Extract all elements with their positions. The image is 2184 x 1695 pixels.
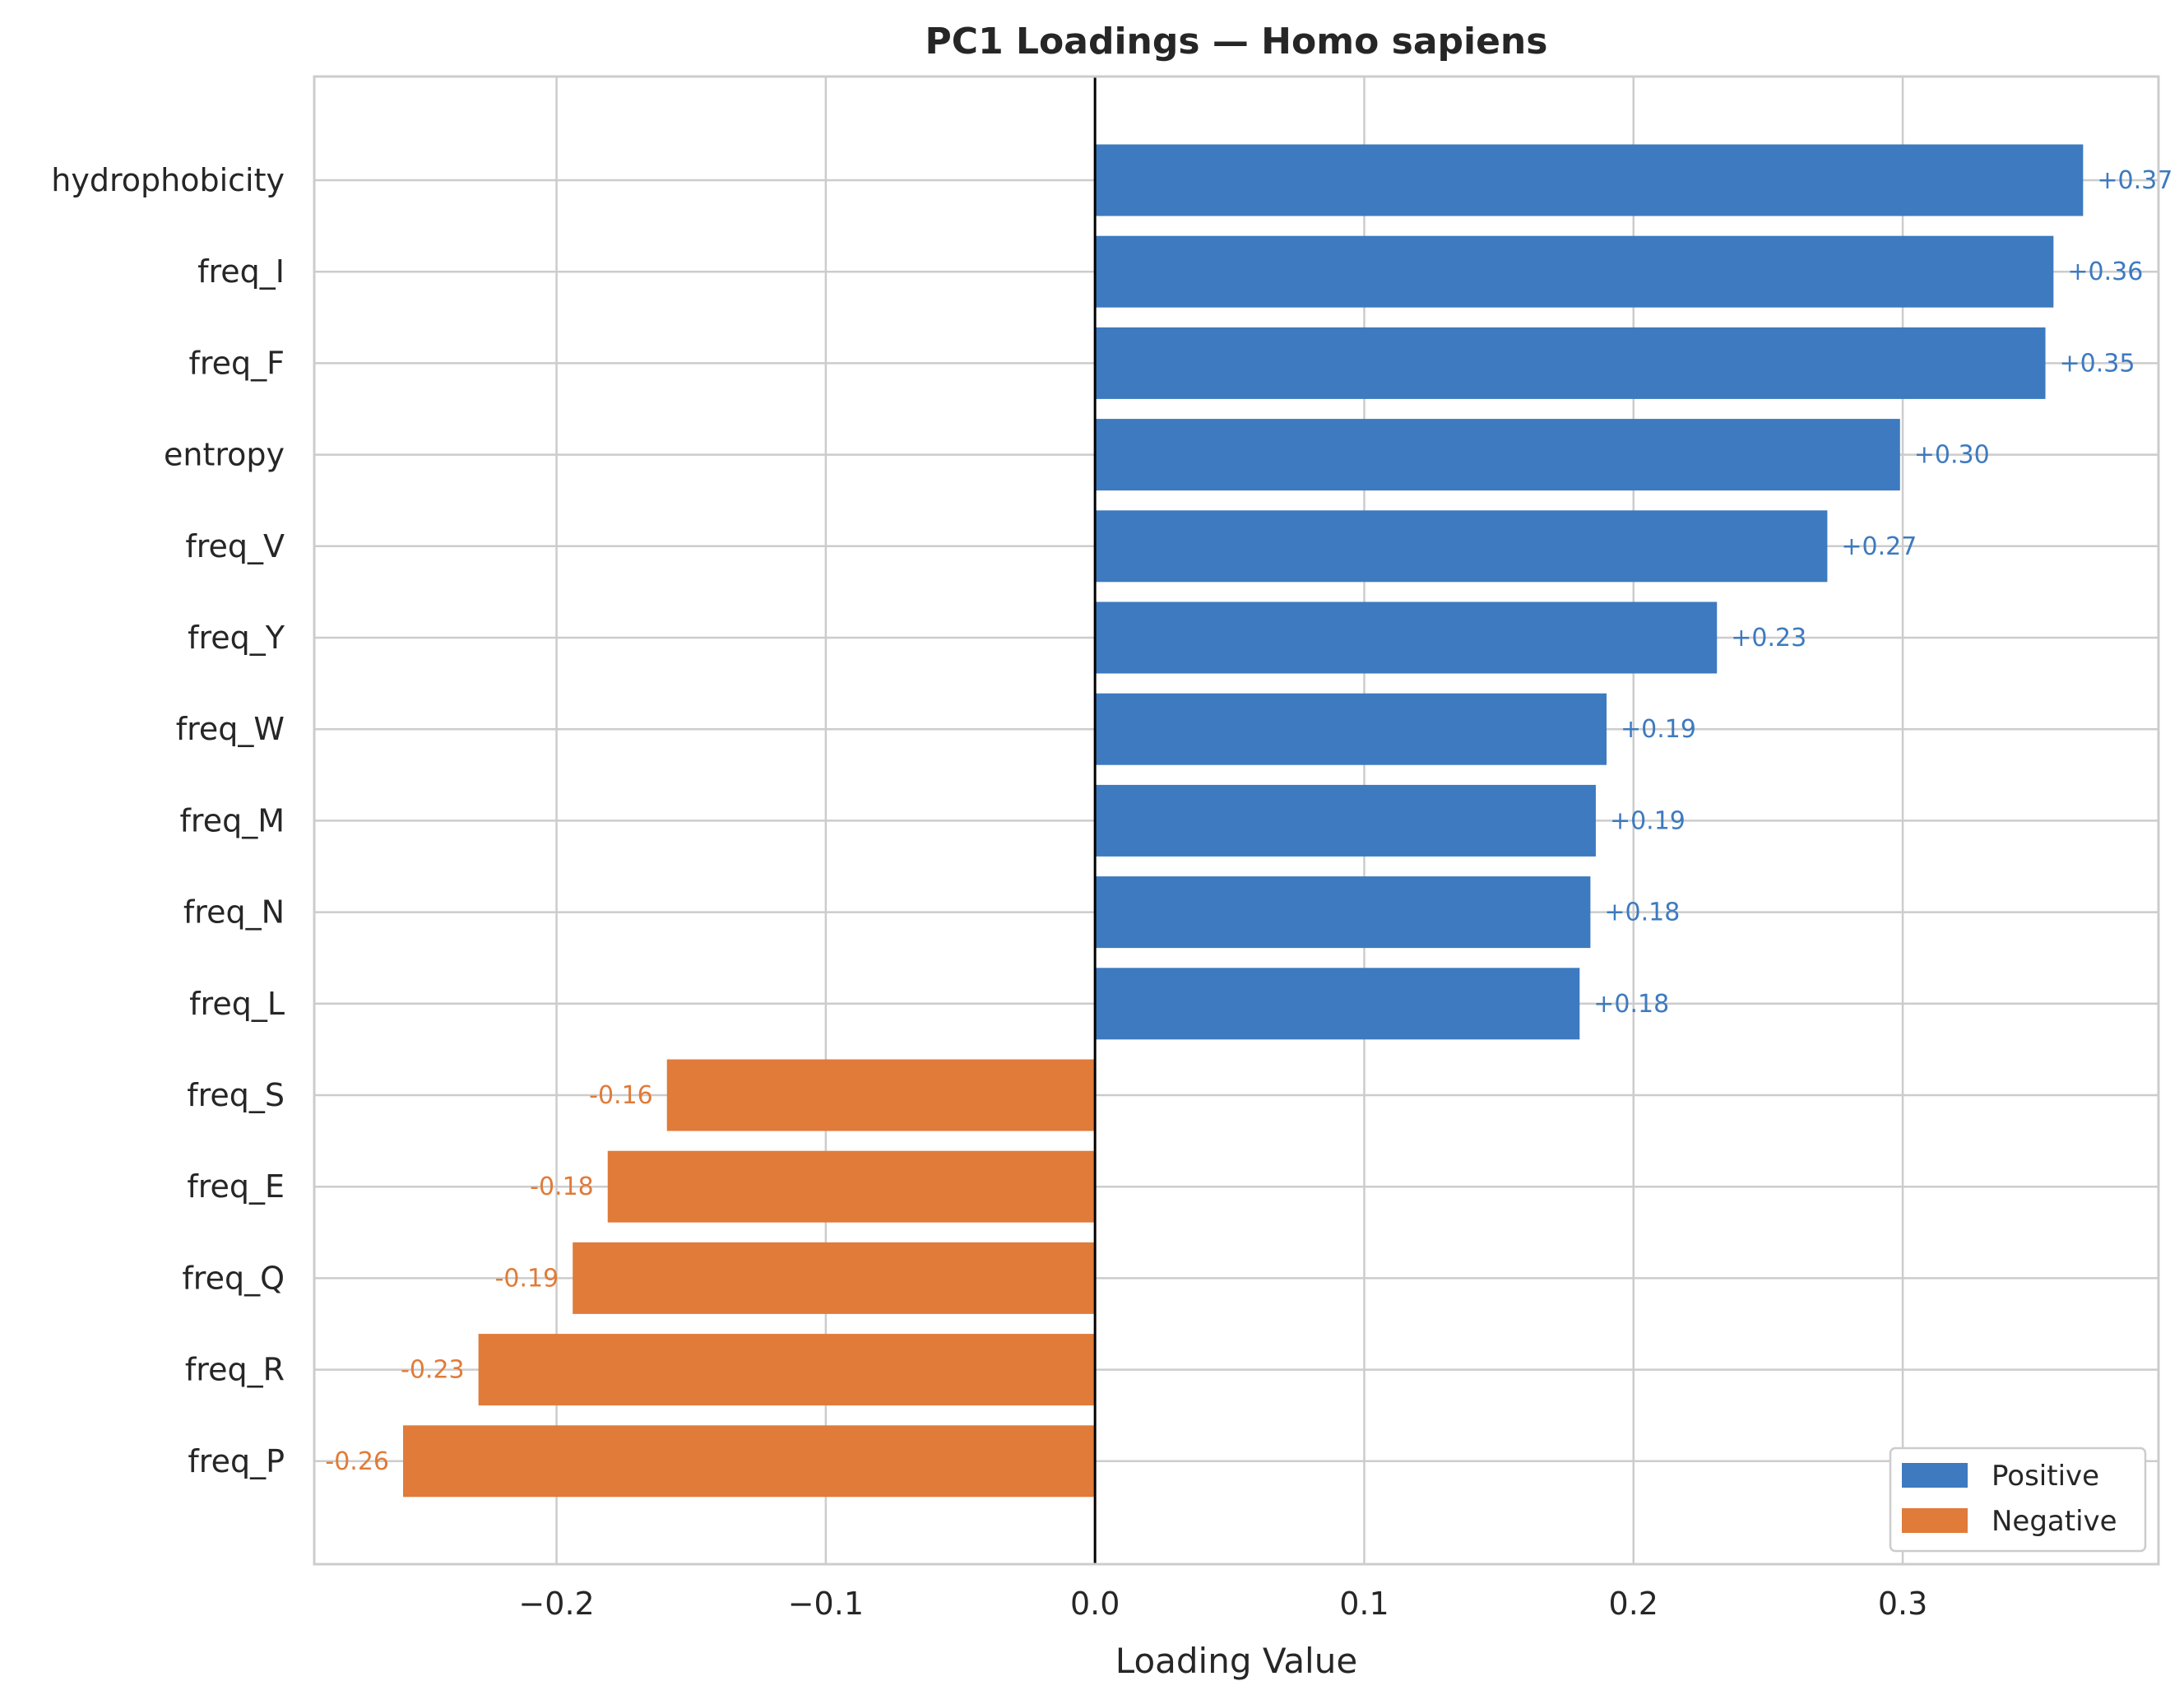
x-tick-label: 0.2 xyxy=(1609,1586,1658,1622)
y-tick-label: freq_P xyxy=(188,1443,285,1479)
y-tick-label: freq_W xyxy=(176,711,285,747)
legend-swatch-positive xyxy=(1902,1463,1968,1488)
bar-freq_L xyxy=(1095,968,1580,1040)
y-tick-label: hydrophobicity xyxy=(51,162,285,198)
bar-freq_Y xyxy=(1095,601,1718,674)
y-tick-label: freq_N xyxy=(183,894,285,931)
y-tick-label: freq_E xyxy=(187,1168,285,1205)
bar-freq_E xyxy=(607,1150,1096,1223)
value-label-freq_Q: -0.19 xyxy=(495,1264,559,1293)
x-tick-label: 0.0 xyxy=(1070,1586,1120,1622)
value-label-freq_P: -0.26 xyxy=(325,1447,389,1476)
bars xyxy=(403,144,2084,1498)
legend: Positive Negative xyxy=(1889,1447,2147,1553)
legend-label-negative: Negative xyxy=(1992,1505,2117,1538)
bar-freq_I xyxy=(1095,235,2054,308)
bar-freq_R xyxy=(478,1334,1096,1406)
x-tick-label: −0.2 xyxy=(518,1586,594,1622)
bar-freq_Q xyxy=(573,1242,1096,1314)
value-label-freq_E: -0.18 xyxy=(530,1173,594,1201)
value-label-freq_I: +0.36 xyxy=(2067,258,2143,286)
bar-freq_V xyxy=(1095,510,1828,583)
bar-freq_M xyxy=(1095,784,1596,857)
value-label-freq_F: +0.35 xyxy=(2060,349,2135,378)
y-tick-label: freq_I xyxy=(197,253,285,290)
y-tick-label: entropy xyxy=(164,437,285,473)
chart-title: PC1 Loadings — Homo sapiens xyxy=(925,21,1548,63)
bar-freq_S xyxy=(666,1059,1096,1131)
x-tick-label: 0.1 xyxy=(1339,1586,1389,1622)
x-tick-labels: −0.2 −0.1 0.0 0.1 0.2 0.3 xyxy=(518,1586,1927,1622)
value-label-freq_S: -0.16 xyxy=(589,1081,653,1110)
plot-frame xyxy=(313,75,2160,1566)
y-tick-label: freq_Q xyxy=(182,1260,285,1296)
value-label-freq_V: +0.27 xyxy=(1841,532,1917,561)
x-axis-label: Loading Value xyxy=(1115,1641,1357,1681)
y-tick-label: freq_F xyxy=(188,345,285,381)
value-label-freq_Y: +0.23 xyxy=(1731,624,1806,652)
value-label-freq_R: -0.23 xyxy=(401,1356,465,1385)
y-tick-label: freq_Y xyxy=(188,620,285,656)
x-tick-label: 0.3 xyxy=(1878,1586,1927,1622)
y-tick-label: freq_R xyxy=(185,1352,285,1388)
value-label-entropy: +0.30 xyxy=(1914,441,1990,470)
value-label-freq_W: +0.19 xyxy=(1621,715,1696,744)
bar-freq_W xyxy=(1095,693,1607,765)
legend-swatch-negative xyxy=(1902,1508,1968,1533)
bar-entropy xyxy=(1095,419,1900,491)
bar-hydrophobicity xyxy=(1095,144,2084,216)
bar-freq_P xyxy=(403,1425,1096,1498)
legend-label-positive: Positive xyxy=(1992,1460,2099,1493)
x-tick-label: −0.1 xyxy=(788,1586,864,1622)
y-tick-label: freq_S xyxy=(187,1077,285,1113)
y-tick-label: freq_V xyxy=(185,528,285,564)
value-label-hydrophobicity: +0.37 xyxy=(2097,166,2172,195)
bar-freq_N xyxy=(1095,876,1591,949)
y-tick-label: freq_L xyxy=(189,986,285,1022)
value-label-freq_N: +0.18 xyxy=(1604,899,1680,927)
value-label-freq_M: +0.19 xyxy=(1610,806,1686,835)
value-label-freq_L: +0.18 xyxy=(1593,990,1669,1019)
value-labels: +0.37 +0.36 +0.35 +0.30 +0.27 +0.23 +0.19 +0.19… xyxy=(325,166,2172,1476)
y-tick-label: freq_M xyxy=(180,802,285,838)
bar-freq_F xyxy=(1095,327,2046,399)
